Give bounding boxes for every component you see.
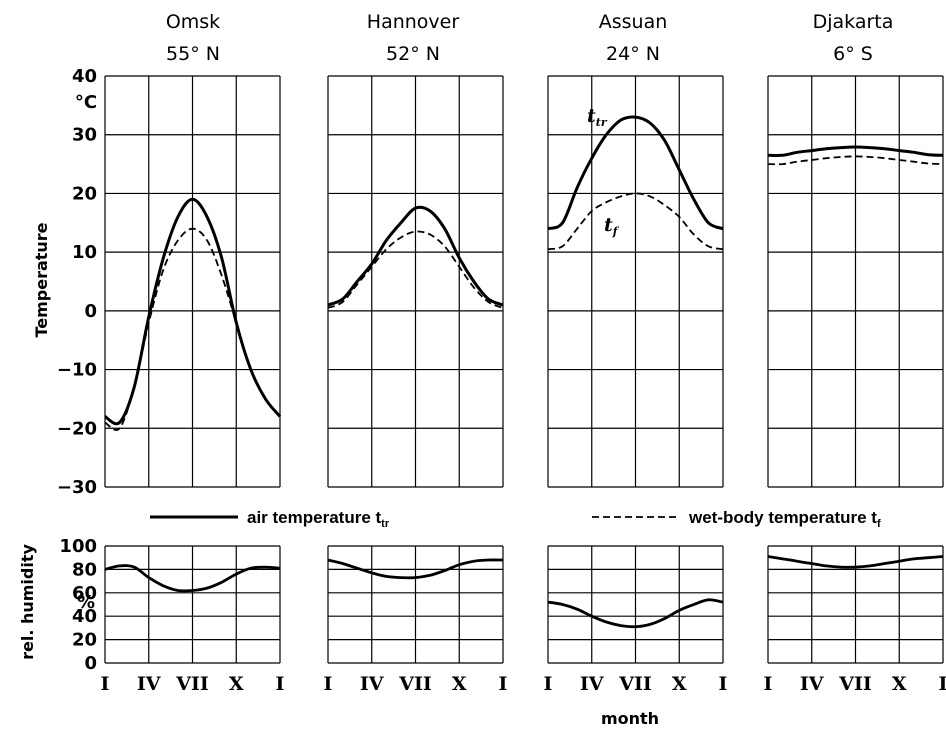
x-tick-label: IV — [360, 673, 385, 695]
legend-air-text: air temperature ttr — [247, 508, 390, 530]
humidity-axis-label: rel. humidity — [18, 544, 37, 660]
annotation-wet-temperature: tf — [604, 214, 620, 238]
x-tick-label: VII — [175, 673, 209, 695]
annotation-wet-subscript: f — [612, 225, 620, 238]
series-air-temperature-hannover — [327, 205, 504, 307]
series-rel-humidity-hannover — [327, 558, 504, 580]
panel-djakarta: I IV VII X I — [764, 75, 946, 695]
temp-tick-label: −20 — [57, 418, 97, 439]
legend-wet-text: wet-body temperature tf — [688, 508, 881, 530]
x-tick-label: X — [452, 673, 467, 695]
annotation-air-subscript: tr — [596, 116, 608, 129]
temp-tick-label: 40 — [72, 66, 97, 87]
temp-tick-label: 10 — [72, 242, 97, 263]
humidity-tick-label: 40 — [72, 606, 97, 627]
panel-title-city-djakarta: Djakarta — [813, 11, 894, 33]
panel-hannover: I IV VII X I — [324, 75, 508, 695]
panel-title-city-hannover: Hannover — [367, 11, 460, 33]
humidity-tick-label: 60 — [72, 583, 97, 604]
series-wet-body-temperature-assuan — [547, 192, 724, 251]
panel-title-lat-assuan: 24° N — [606, 43, 660, 65]
x-tick-label: IV — [580, 673, 605, 695]
series-rel-humidity-djakarta — [767, 555, 944, 569]
temp-tick-label: −10 — [57, 360, 97, 381]
x-tick-label: I — [764, 673, 773, 695]
panel-title-lat-hannover: 52° N — [386, 43, 440, 65]
panel-title-lat-djakarta: 6° S — [833, 43, 873, 65]
annotation-wet-letter: t — [604, 214, 613, 236]
x-tick-label: X — [672, 673, 687, 695]
humidity-tick-label: 100 — [59, 536, 97, 557]
x-tick-label: VII — [618, 673, 652, 695]
panel-omsk: I IV VII X I — [101, 75, 285, 695]
temp-tick-label: 20 — [72, 183, 97, 204]
x-tick-label: I — [276, 673, 285, 695]
legend-air-subscript: tr — [381, 518, 390, 530]
x-tick-label: I — [544, 673, 553, 695]
x-tick-label: I — [101, 673, 110, 695]
humidity-axis-unit: % — [77, 592, 95, 613]
x-tick-label: I — [324, 673, 333, 695]
x-tick-label: X — [892, 673, 907, 695]
x-tick-label: VII — [838, 673, 872, 695]
x-tick-label: IV — [800, 673, 825, 695]
x-tick-label: I — [939, 673, 946, 695]
legend-wet-label: wet-body temperature t — [688, 508, 877, 527]
legend-wet-subscript: f — [877, 518, 881, 530]
temperature-axis-label: Temperature — [32, 222, 51, 337]
x-tick-label: I — [499, 673, 508, 695]
temp-tick-label: 30 — [72, 125, 97, 146]
x-tick-label: X — [229, 673, 244, 695]
panel-title-lat-omsk: 55° N — [166, 43, 220, 65]
legend-air-label: air temperature t — [247, 508, 381, 527]
annotation-air-temperature: ttr — [587, 105, 608, 129]
panel-title-city-assuan: Assuan — [599, 11, 668, 33]
x-tick-label: IV — [137, 673, 162, 695]
humidity-tick-label: 80 — [72, 559, 97, 580]
x-tick-label: I — [719, 673, 728, 695]
series-rel-humidity-assuan — [547, 598, 724, 629]
temp-tick-label: 0 — [84, 301, 97, 322]
series-air-temperature-omsk — [104, 197, 282, 426]
humidity-tick-label: 0 — [84, 653, 97, 674]
series-wet-body-temperature-djakarta — [767, 155, 944, 166]
series-wet-body-temperature-hannover — [327, 230, 504, 309]
series-air-temperature-djakarta — [767, 145, 944, 158]
panel-assuan: I IV VII X I — [544, 75, 728, 695]
series-air-temperature-assuan — [547, 115, 724, 231]
temp-tick-label: −30 — [57, 477, 97, 498]
series-rel-humidity-omsk — [104, 564, 281, 593]
x-tick-label: VII — [398, 673, 432, 695]
x-axis-label: month — [601, 709, 659, 728]
humidity-tick-label: 20 — [72, 630, 97, 651]
temperature-axis-unit: °C — [75, 92, 97, 113]
panel-title-city-omsk: Omsk — [166, 11, 220, 33]
plot-layer: I IV VII X I I IV VII X I I IV VII X I I IV VII X I 40 30 20 10… — [57, 66, 946, 695]
